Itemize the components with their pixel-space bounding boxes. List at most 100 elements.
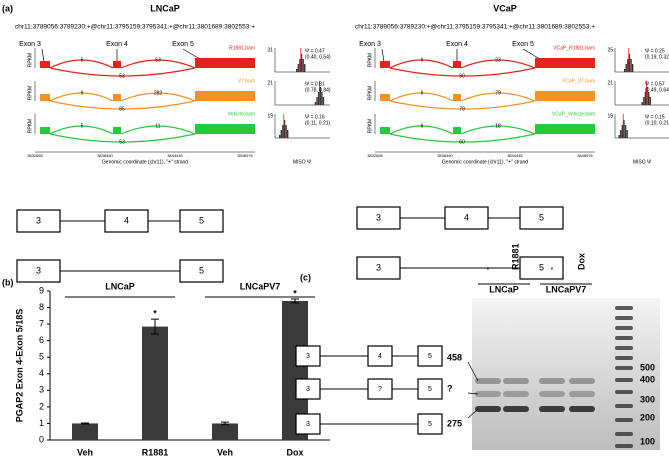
junction-arc [49,67,196,77]
hist-max: 19 [267,113,273,119]
exon-label: 5 [539,262,544,272]
psi-ci: (0.40, 0.54) [305,54,331,60]
ladder-label: 100 [640,436,655,446]
lane-label: Dox [576,253,586,270]
junction-count: 5 [81,123,84,129]
hist-bar [623,69,626,72]
hist-bar [321,92,323,105]
cell-line-label: LNCaPV7 [546,284,587,294]
y-label: RPKM [367,86,373,100]
junction-count: 11 [155,123,160,129]
gel-band [569,391,595,397]
junction-count: 79 [495,90,501,96]
ladder-label: 200 [640,412,655,422]
exon-label: 4 [378,353,382,360]
junction-count: 85 [119,106,125,112]
y-tick-label: 4 [39,368,44,378]
junction-count: 90 [459,73,465,79]
ladder-label: 400 [640,374,655,384]
gel-band [503,391,529,397]
hist-bar [626,130,628,138]
gel-band [569,406,595,412]
hist-bar [643,97,645,105]
exon-label: 3 [306,353,310,360]
x-tick-label: 3844445 [167,153,183,158]
group-label: LNCaPV7 [240,281,281,291]
exon-box [417,345,443,367]
exon-label: 5 [428,353,432,360]
coverage [40,61,50,68]
exon-label: ? [378,386,382,393]
junction-count: 53 [119,139,125,145]
psi-ci: (0.11, 0.21) [305,120,331,126]
gel-band [475,391,501,397]
junction-arc [49,92,114,102]
lane-label: R1881 [510,243,520,270]
psi-label: Ψ = 0.15 [645,114,665,120]
coverage [40,127,50,134]
x-tick-label: 3832665 [27,153,43,158]
exon-box [295,345,321,367]
exon-label: 3 [36,215,41,225]
track-name: VCaP_Vehicle.bam [552,111,595,117]
gel-band [475,406,501,412]
x-tick-label: 3838460 [97,153,113,158]
hist-bar [322,97,325,105]
coverage [113,127,121,134]
coverage [195,91,255,101]
x-tick-label: 3844445 [507,153,523,158]
y-label: PGAP2 Exon 4-Exon 5/18S [14,309,24,423]
band-label: 275 [447,418,462,428]
lane-label: - [546,267,556,270]
x-tick-label: 3832665 [367,153,383,158]
panel-label: (b) [2,277,14,287]
sample-title: LNCaP [150,3,180,13]
psi-ci: (0.10, 0.21) [645,120,669,126]
track-name: V7.bam [238,78,255,84]
ladder-band [615,336,633,340]
hist-bar [624,125,627,138]
gel-band [503,378,529,384]
exon-box [367,378,393,400]
psi-label: Ψ = 0.16 [305,114,325,120]
x-tick-label: R1881 [142,447,169,457]
y-tick-label: 6 [39,335,44,345]
ladder-band [615,404,633,408]
psi-ci: (0.19, 0.32) [645,54,669,60]
junction-arc [460,92,536,102]
y-tick-label: 3 [39,385,44,395]
exon-label: 3 [306,421,310,428]
track-name: R1881.bam [229,45,255,51]
y-tick-label: 9 [39,285,44,295]
exon-name: Exon 3 [19,41,41,48]
hist-bar [304,64,306,72]
exon-label: 5 [199,215,204,225]
hist-x-label: MISO Ψ [293,159,311,165]
y-label: RPKM [367,119,373,133]
hist-x-label: MISO Ψ [633,159,651,165]
gel-band [569,378,595,384]
exon-box [367,345,393,367]
y-tick-label: 1 [39,418,44,428]
junction-arc [49,100,196,110]
junction-count: 6 [421,123,424,129]
exon-box [179,259,224,283]
exon-label: 4 [464,212,469,222]
x-tick-label: 3848976 [577,153,593,158]
ladder-band [615,432,633,436]
junction-arc [49,133,196,143]
coverage [113,61,121,68]
junction-arc [389,92,454,102]
coverage [380,94,390,101]
psi-label: Ψ = 0.81 [305,81,325,87]
exon-box [519,206,564,230]
ladder-band [615,366,633,370]
coverage [195,124,255,134]
error-bar [221,421,229,426]
junction-arc [120,92,196,102]
bar [212,423,238,440]
band-pointer [467,392,479,395]
hist-bar [649,97,651,105]
hist-bar [299,59,301,72]
band-pointer [467,408,479,419]
